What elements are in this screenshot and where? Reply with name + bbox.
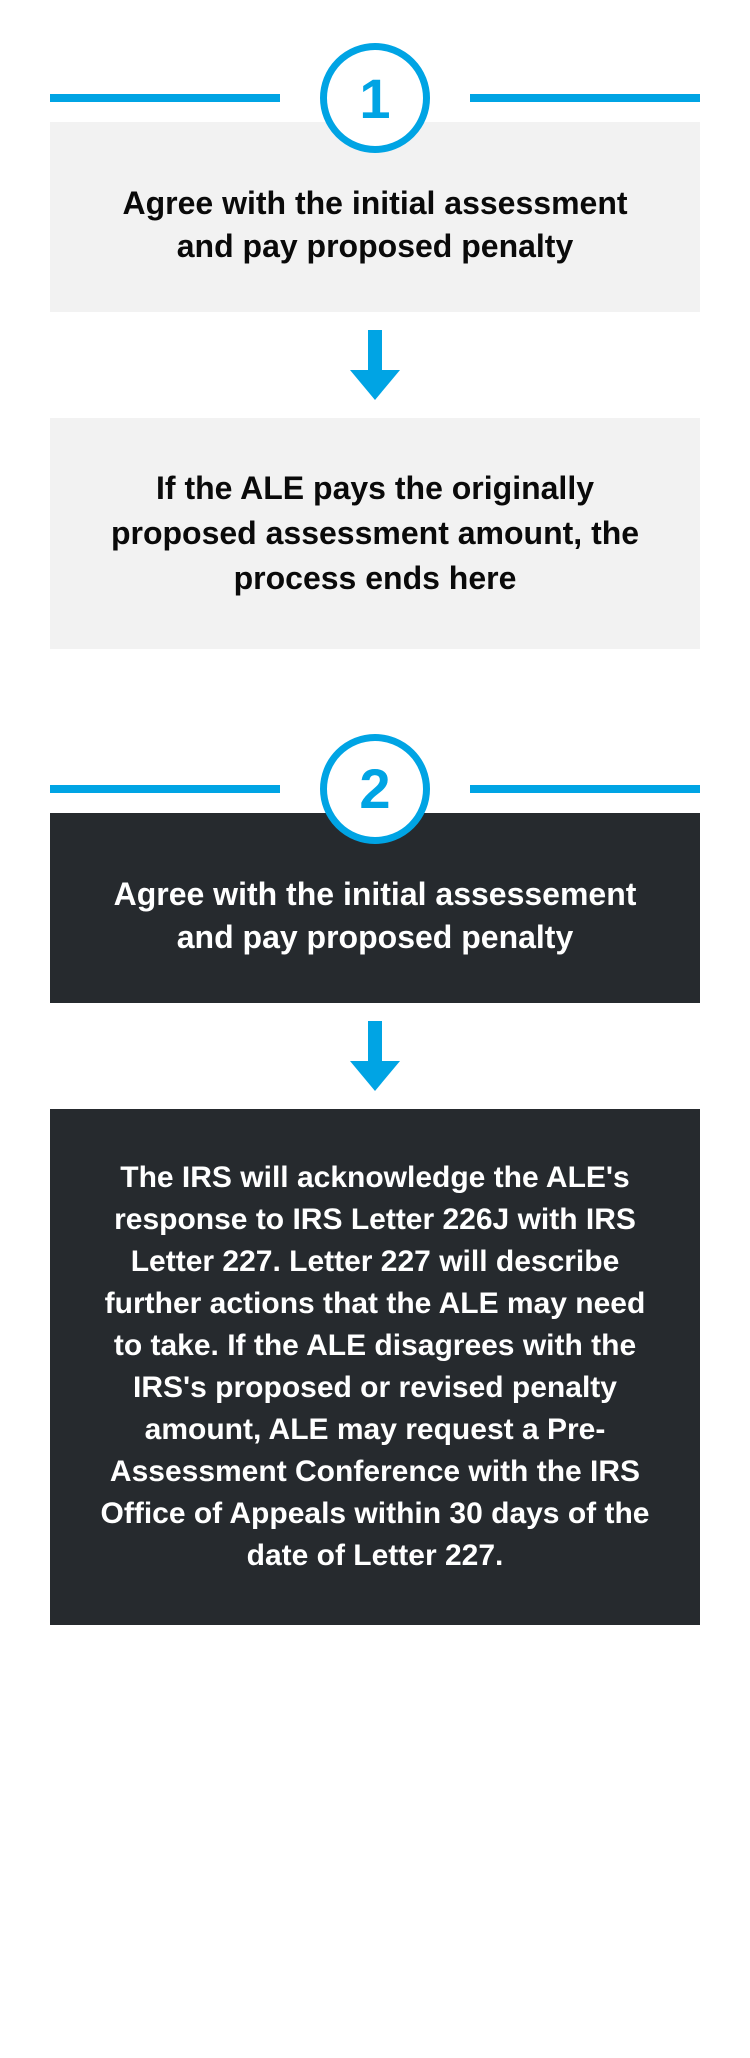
step-line-right [470, 94, 700, 102]
step-gap [50, 649, 700, 719]
down-arrow-icon [350, 1021, 400, 1091]
arrow-1 [50, 312, 700, 418]
step-line-left [50, 94, 280, 102]
step-2-detail: The IRS will acknowledge the ALE's respo… [101, 1161, 650, 1572]
step-1-detail-box: If the ALE pays the originally proposed … [50, 418, 700, 648]
step-1-title: Agree with the initial assessment and pa… [122, 185, 627, 264]
step-1-header: 1 [50, 28, 700, 168]
step-1-number: 1 [359, 66, 390, 131]
down-arrow-icon [350, 330, 400, 400]
step-line-right [470, 785, 700, 793]
flowchart-container: 1 Agree with the initial assessment and … [0, 28, 750, 1625]
step-line-left [50, 785, 280, 793]
step-2-circle: 2 [320, 734, 430, 844]
step-2-number: 2 [359, 756, 390, 821]
step-2-title: Agree with the initial assessement and p… [114, 876, 637, 955]
step-2-header: 2 [50, 719, 700, 859]
step-1-detail: If the ALE pays the originally proposed … [111, 470, 639, 596]
arrow-2 [50, 1003, 700, 1109]
step-2-detail-box: The IRS will acknowledge the ALE's respo… [50, 1109, 700, 1625]
step-1-circle: 1 [320, 43, 430, 153]
